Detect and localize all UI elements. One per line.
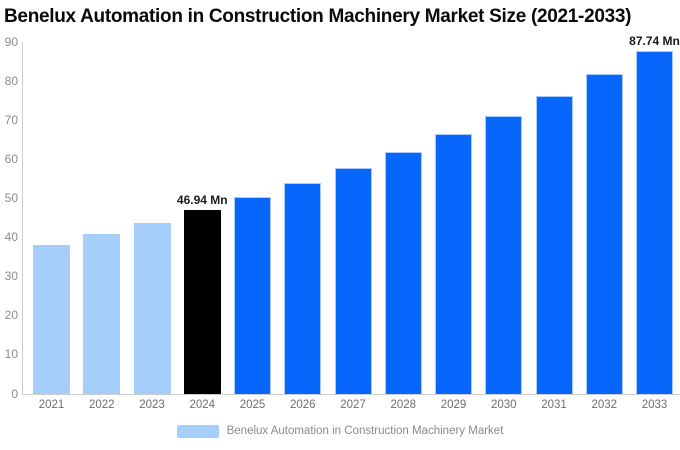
y-tick-label-70: 70 <box>4 112 18 127</box>
y-tick-label-10: 10 <box>4 347 18 362</box>
y-tick-label-40: 40 <box>4 230 18 245</box>
bar-2026[interactable] <box>284 183 322 394</box>
bar-2021[interactable] <box>33 245 70 394</box>
bar-2023[interactable] <box>133 222 171 394</box>
x-tick-label-2028: 2028 <box>390 399 417 411</box>
bar-value-label-2033: 87.74 Mn <box>629 33 680 48</box>
x-tick-label-2025: 2025 <box>239 399 266 411</box>
chart-title: Benelux Automation in Construction Machi… <box>4 6 632 27</box>
bar-2028[interactable] <box>384 151 422 394</box>
y-tick-label-30: 30 <box>4 269 18 284</box>
legend-swatch <box>176 424 219 438</box>
bar-value-label-2024: 46.94 Mn <box>176 193 228 208</box>
x-axis-line <box>22 394 680 395</box>
bar-2022[interactable] <box>83 234 121 394</box>
y-tick-label-80: 80 <box>4 73 18 88</box>
y-tick-label-90: 90 <box>4 34 18 49</box>
x-tick-label-2023: 2023 <box>139 399 165 411</box>
legend-label: Benelux Automation in Construction Machi… <box>226 425 504 437</box>
x-tick-label-2022: 2022 <box>88 399 115 411</box>
bar-2025[interactable] <box>234 197 271 394</box>
x-tick-label-2030: 2030 <box>490 399 517 411</box>
y-tick-label-0: 0 <box>11 386 18 401</box>
x-tick-label-2021: 2021 <box>38 399 65 411</box>
bar-2030[interactable] <box>485 115 523 394</box>
x-tick-label-2032: 2032 <box>591 399 618 411</box>
x-tick-label-2029: 2029 <box>440 399 467 411</box>
x-tick-label-2033: 2033 <box>641 399 668 411</box>
x-tick-label-2031: 2031 <box>541 399 567 411</box>
bar-2027[interactable] <box>334 167 372 394</box>
x-tick-label-2026: 2026 <box>289 399 316 411</box>
bar-2033[interactable] <box>636 50 673 394</box>
bar-2029[interactable] <box>435 134 472 394</box>
legend[interactable]: Benelux Automation in Construction Machi… <box>0 423 680 439</box>
bar-2024[interactable] <box>183 210 221 394</box>
bar-2031[interactable] <box>535 95 573 394</box>
y-axis-line <box>22 42 23 395</box>
bar-2032[interactable] <box>585 74 623 394</box>
x-tick-label-2024: 2024 <box>189 399 216 411</box>
y-tick-label-60: 60 <box>4 151 18 166</box>
x-tick-label-2027: 2027 <box>340 399 366 411</box>
y-tick-label-50: 50 <box>4 190 18 205</box>
y-tick-label-20: 20 <box>4 308 18 323</box>
